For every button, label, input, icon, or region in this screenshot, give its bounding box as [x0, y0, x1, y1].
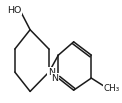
Text: HO: HO — [7, 6, 21, 15]
Text: N: N — [48, 68, 55, 77]
Text: N: N — [51, 74, 58, 83]
Text: CH₃: CH₃ — [104, 84, 120, 94]
